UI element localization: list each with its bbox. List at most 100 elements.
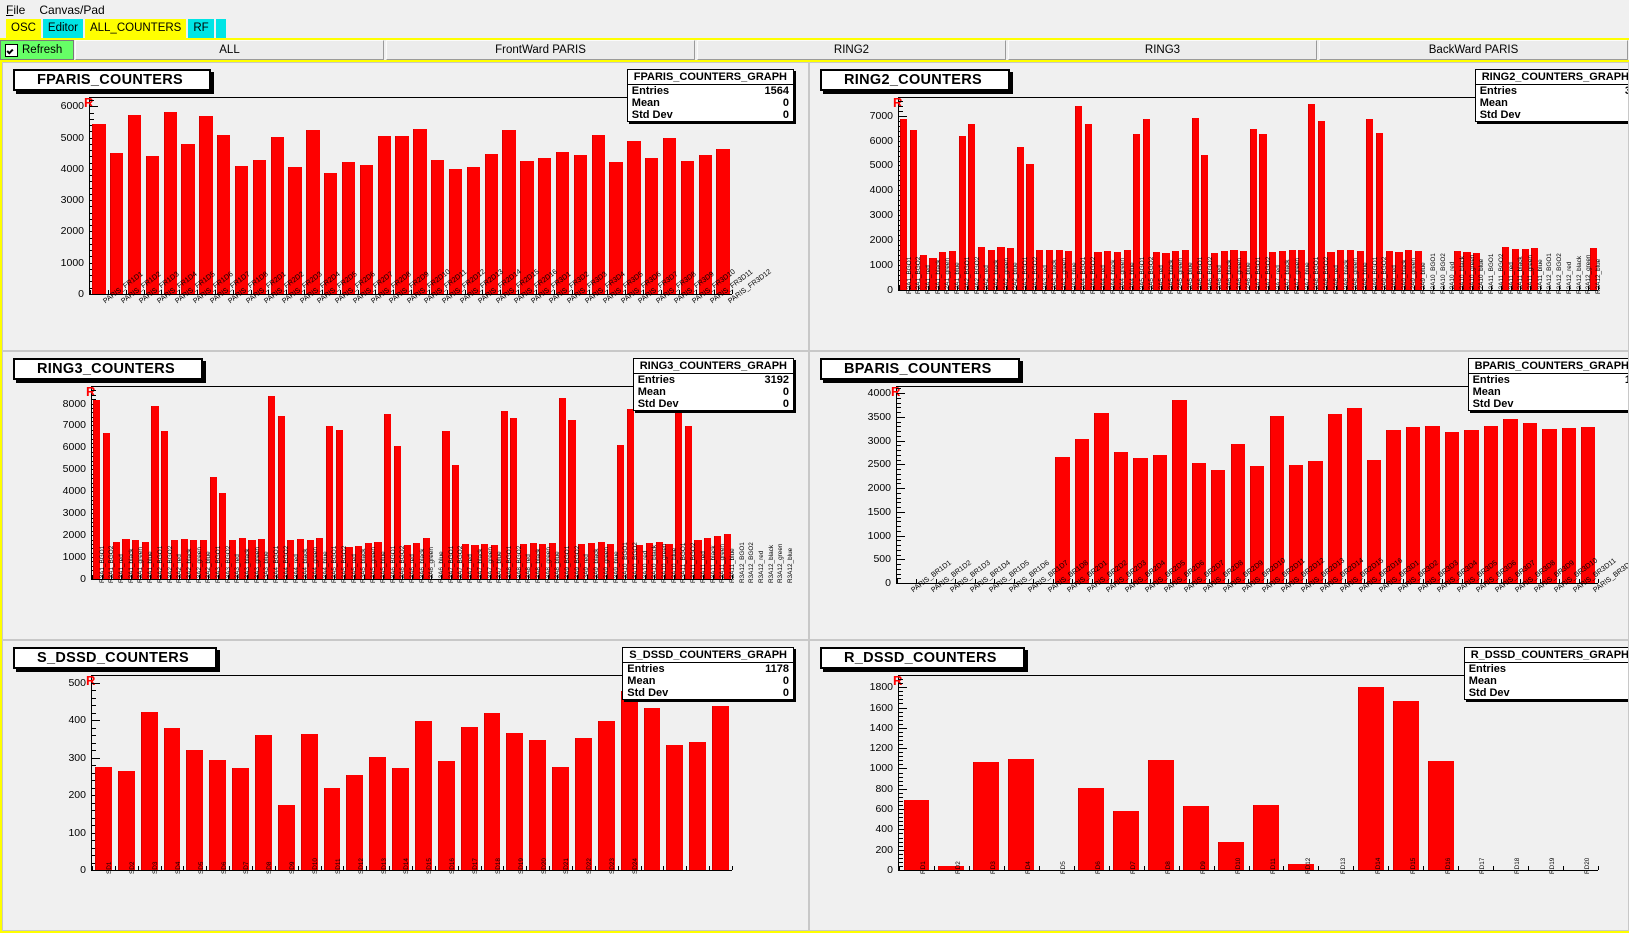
- tab-rf[interactable]: RF: [188, 19, 214, 38]
- bar[interactable]: [938, 865, 965, 870]
- bar[interactable]: [112, 541, 120, 579]
- bar[interactable]: [374, 541, 382, 579]
- bar[interactable]: [422, 537, 431, 579]
- subtab-all[interactable]: ALL: [75, 40, 384, 60]
- bar[interactable]: [662, 137, 677, 294]
- bar[interactable]: [973, 761, 1000, 870]
- bar[interactable]: [1385, 251, 1393, 290]
- bar[interactable]: [442, 430, 450, 579]
- bar[interactable]: [680, 161, 694, 294]
- bar[interactable]: [1356, 250, 1364, 290]
- bar[interactable]: [452, 464, 460, 579]
- bar[interactable]: [1414, 250, 1422, 290]
- bar[interactable]: [466, 166, 480, 294]
- bar[interactable]: [929, 258, 937, 290]
- bar[interactable]: [232, 768, 250, 870]
- bar[interactable]: [346, 775, 364, 870]
- bar[interactable]: [712, 706, 730, 870]
- bar[interactable]: [1016, 146, 1024, 290]
- bar[interactable]: [1045, 250, 1054, 290]
- bar[interactable]: [1473, 252, 1481, 290]
- bar[interactable]: [1148, 760, 1175, 870]
- bar[interactable]: [110, 152, 124, 294]
- bar[interactable]: [306, 130, 320, 294]
- bar[interactable]: [490, 544, 498, 579]
- bar[interactable]: [1483, 426, 1499, 583]
- stats-box-sdssd[interactable]: S_DSSD_COUNTERS_GRAPH Entries 1178 Mean 0 Std…: [622, 647, 794, 700]
- bar[interactable]: [1259, 134, 1267, 290]
- bar[interactable]: [694, 539, 702, 579]
- stats-box-rdssd[interactable]: R_DSSD_COUNTERS_GRAPH Entries Mean Std Dev: [1463, 647, 1628, 700]
- bar[interactable]: [502, 130, 516, 294]
- tab-osc[interactable]: OSC: [6, 19, 41, 38]
- bar[interactable]: [1191, 462, 1207, 583]
- pad-ring2[interactable]: RING2_COUNTERS RING2_COUNTERS_GRAPH Entrie…: [809, 62, 1629, 351]
- plot-area-sdssd[interactable]: [92, 675, 732, 870]
- bar[interactable]: [1453, 251, 1461, 290]
- bar[interactable]: [655, 541, 663, 579]
- bar[interactable]: [199, 116, 213, 294]
- bar[interactable]: [102, 433, 111, 579]
- root-canvas[interactable]: FPARIS_COUNTERS FPARIS_COUNTERS_GRAPH Entr…: [0, 62, 1629, 933]
- bar[interactable]: [325, 426, 334, 579]
- bar[interactable]: [689, 742, 707, 870]
- bar[interactable]: [117, 771, 135, 870]
- bar[interactable]: [1230, 250, 1238, 290]
- bar[interactable]: [316, 537, 324, 579]
- bar[interactable]: [335, 430, 343, 579]
- bar[interactable]: [287, 539, 295, 579]
- bar[interactable]: [1521, 249, 1529, 290]
- bar[interactable]: [1386, 430, 1401, 583]
- bar[interactable]: [300, 734, 318, 870]
- bar[interactable]: [1327, 251, 1335, 290]
- bar[interactable]: [181, 143, 195, 294]
- subtab-backward-paris[interactable]: BackWard PARIS: [1319, 40, 1628, 60]
- bar[interactable]: [217, 135, 231, 294]
- pad-ring3[interactable]: RING3_COUNTERS RING3_COUNTERS_GRAPH Entrie…: [2, 351, 809, 640]
- bar[interactable]: [958, 135, 966, 290]
- bar[interactable]: [377, 135, 391, 294]
- bar[interactable]: [1113, 451, 1129, 583]
- bar[interactable]: [1278, 250, 1287, 290]
- bar[interactable]: [1133, 134, 1141, 290]
- bar[interactable]: [186, 750, 204, 870]
- bar[interactable]: [306, 540, 314, 579]
- bar[interactable]: [1133, 458, 1148, 583]
- bar[interactable]: [1008, 759, 1035, 870]
- bar[interactable]: [141, 541, 149, 579]
- bar[interactable]: [199, 539, 208, 579]
- bar[interactable]: [1230, 444, 1245, 583]
- subtab-ring2[interactable]: RING2: [697, 40, 1006, 60]
- bar[interactable]: [1337, 250, 1345, 290]
- bar[interactable]: [248, 540, 256, 579]
- bar[interactable]: [1269, 415, 1284, 583]
- bar[interactable]: [1308, 460, 1323, 583]
- bar[interactable]: [519, 543, 528, 579]
- bar[interactable]: [413, 128, 427, 294]
- bar[interactable]: [609, 162, 623, 294]
- bar[interactable]: [552, 766, 570, 870]
- pad-rdssd[interactable]: R_DSSD_COUNTERS R_DSSD_COUNTERS_GRAPH Entr…: [809, 640, 1629, 931]
- bar[interactable]: [987, 250, 995, 290]
- bar[interactable]: [909, 130, 918, 290]
- subtab-frontward-paris[interactable]: FrontWard PARIS: [386, 40, 695, 60]
- bar[interactable]: [723, 533, 731, 579]
- bar[interactable]: [1561, 428, 1576, 583]
- tab-editor[interactable]: Editor: [42, 19, 83, 38]
- bar[interactable]: [270, 136, 284, 294]
- bar[interactable]: [151, 406, 159, 579]
- bar[interactable]: [716, 148, 730, 294]
- bar[interactable]: [324, 173, 338, 294]
- pad-fparis[interactable]: FPARIS_COUNTERS FPARIS_COUNTERS_GRAPH Entr…: [2, 62, 809, 351]
- bar[interactable]: [1366, 118, 1374, 290]
- bar[interactable]: [948, 250, 956, 290]
- bar[interactable]: [1183, 805, 1209, 870]
- bar[interactable]: [574, 737, 592, 870]
- bar[interactable]: [288, 167, 302, 294]
- bar[interactable]: [471, 544, 479, 579]
- bar[interactable]: [591, 135, 605, 294]
- bar[interactable]: [1152, 251, 1160, 290]
- bar[interactable]: [1211, 469, 1226, 583]
- bar[interactable]: [704, 538, 712, 579]
